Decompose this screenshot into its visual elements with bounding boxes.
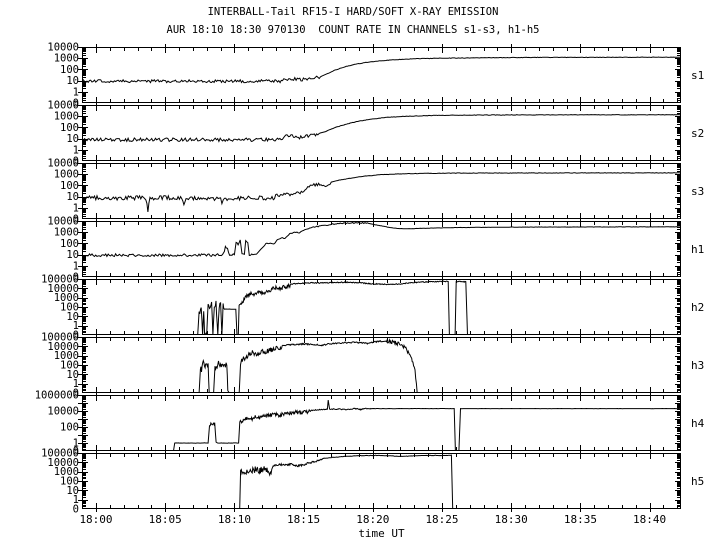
y-tick-label: 0 [73, 214, 79, 226]
panel-frame-s3 [82, 163, 681, 219]
y-tick-label: 10 [66, 191, 79, 203]
trace-h5 [83, 454, 680, 509]
axis-labels: 1000010001001010s11000010001001010s21000… [35, 42, 705, 527]
traces [83, 56, 680, 509]
panel-label-s3: s3 [691, 185, 704, 198]
y-tick-label: 10000 [47, 42, 79, 54]
x-tick-label: 18:15 [287, 513, 320, 526]
x-tick-label: 18:10 [218, 513, 251, 526]
y-tick-label: 10000 [47, 406, 79, 418]
y-tick-label: 0 [73, 388, 79, 400]
panel-label-s2: s2 [691, 127, 704, 140]
y-tick-label: 10 [66, 369, 79, 381]
y-tick-label: 100 [60, 64, 79, 76]
y-tick-label: 100 [60, 238, 79, 250]
y-tick-label: 100 [60, 360, 79, 372]
y-tick-label: 0 [73, 98, 79, 110]
x-tick-label: 18:05 [149, 513, 182, 526]
x-tick-label: 18:35 [564, 513, 597, 526]
panel-frame-h4 [82, 395, 681, 451]
x-tick-label: 18:00 [79, 513, 112, 526]
trace-h4 [83, 400, 680, 451]
y-tick-label: 0 [73, 156, 79, 168]
y-tick-label: 1 [73, 202, 79, 214]
y-tick-label: 1000 [54, 169, 79, 181]
y-tick-label: 1 [73, 320, 79, 332]
y-tick-label: 0 [73, 446, 79, 458]
y-tick-label: 100 [60, 302, 79, 314]
y-tick-label: 1 [73, 378, 79, 390]
panel-label-h5: h5 [691, 475, 704, 488]
y-tick-label: 100000 [41, 274, 79, 286]
panel-frame-h5 [82, 453, 681, 509]
y-tick-label: 10 [66, 75, 79, 87]
x-tick-label: 18:30 [495, 513, 528, 526]
panel-frame-h3 [82, 337, 681, 393]
y-tick-label: 10000 [47, 216, 79, 228]
y-tick-label: 1000 [54, 292, 79, 304]
panel-frame-h1 [82, 221, 681, 277]
y-tick-label: 1 [73, 144, 79, 156]
panel-frame-s2 [82, 105, 681, 161]
y-tick-label: 10000 [47, 457, 79, 469]
y-tick-label: 1000 [54, 111, 79, 123]
trace-s2 [83, 113, 680, 143]
y-tick-label: 1 [73, 438, 79, 450]
y-tick-label: 100 [60, 180, 79, 192]
y-tick-label: 0 [73, 272, 79, 284]
y-tick-label: 100 [60, 476, 79, 488]
trace-h1 [83, 221, 680, 258]
y-tick-label: 0 [73, 330, 79, 342]
panel-label-h3: h3 [691, 359, 704, 372]
y-tick-label: 100000 [41, 332, 79, 344]
trace-h2 [83, 280, 680, 335]
y-tick-label: 1000 [54, 53, 79, 65]
trace-h3 [83, 337, 680, 393]
y-tick-label: 0 [73, 504, 79, 516]
panel-label-h1: h1 [691, 243, 704, 256]
y-tick-label: 1000 [54, 227, 79, 239]
panel-label-h2: h2 [691, 301, 704, 314]
y-tick-label: 10 [66, 133, 79, 145]
y-tick-label: 1000 [54, 466, 79, 478]
chart-subtitle: AUR 18:10 18:30 970130 COUNT RATE IN CHA… [166, 24, 540, 36]
y-tick-label: 100000 [41, 448, 79, 460]
y-tick-label: 1000 [54, 350, 79, 362]
y-tick-label: 10000 [47, 341, 79, 353]
x-axis-label: time UT [358, 527, 405, 540]
x-tick-label: 18:40 [633, 513, 666, 526]
panel-label-s1: s1 [691, 69, 704, 82]
x-tick-label: 18:20 [356, 513, 389, 526]
y-tick-label: 10 [66, 485, 79, 497]
panel-frame-s1 [82, 47, 681, 103]
y-tick-label: 100 [60, 122, 79, 134]
trace-s3 [83, 172, 680, 212]
y-tick-label: 1 [73, 494, 79, 506]
y-tick-label: 10 [66, 311, 79, 323]
axes [78, 44, 681, 512]
panel-frame-h2 [82, 279, 681, 335]
y-tick-label: 10000 [47, 283, 79, 295]
y-tick-label: 1000000 [35, 390, 79, 402]
y-tick-label: 1 [73, 260, 79, 272]
x-tick-label: 18:25 [425, 513, 458, 526]
y-tick-label: 10000 [47, 100, 79, 112]
trace-s1 [83, 56, 680, 84]
y-tick-label: 1 [73, 86, 79, 98]
panel-label-h4: h4 [691, 417, 705, 430]
y-tick-label: 10 [66, 249, 79, 261]
y-tick-label: 10000 [47, 158, 79, 170]
y-tick-label: 100 [60, 422, 79, 434]
chart-title: INTERBALL-Tail RF15-I HARD/SOFT X-RAY EM… [207, 6, 499, 18]
